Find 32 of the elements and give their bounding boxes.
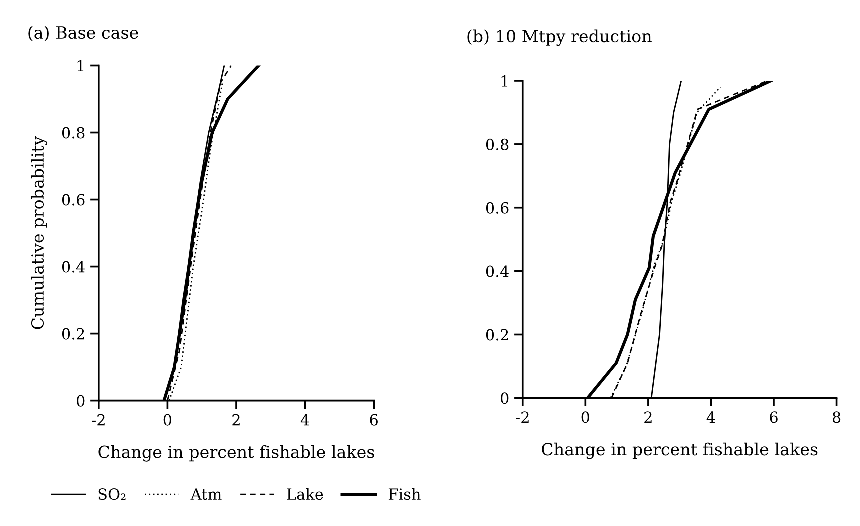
y-tick-label: 1 (502, 75, 508, 87)
y-tick-label: 0.8 (486, 138, 509, 150)
x-tick-label: 2 (644, 412, 652, 423)
y-tick-label: 0.6 (62, 194, 85, 206)
x-tick-label: 6 (770, 412, 778, 424)
y-tick-label: 0 (76, 395, 85, 407)
x-axis-title: Change in percent fishable lakes (542, 442, 818, 460)
y-tick-label: 0.8 (62, 127, 85, 139)
y-tick-label: 0.2 (62, 328, 84, 340)
chart-title: (a) Base case (28, 26, 138, 42)
x-tick-label: 4 (706, 412, 716, 423)
y-tick-label: 0 (500, 392, 509, 404)
x-tick-label: 4 (300, 414, 310, 426)
x-tick-label: 2 (232, 414, 240, 426)
x-tick-label: -2 (92, 414, 105, 426)
y-tick-label: 0.2 (486, 329, 508, 341)
x-tick-label: 8 (832, 412, 841, 424)
legend-label: Fish (388, 488, 421, 500)
chart-title: (b) 10 Mtpy reduction (468, 30, 652, 46)
x-tick-label: 0 (582, 412, 590, 424)
legend-label: Atm (190, 488, 222, 500)
legend-label: SO₂ (98, 488, 126, 500)
x-tick-label: 0 (164, 414, 172, 426)
y-tick-label: 0.4 (62, 261, 85, 273)
y-tick-label: 0.6 (486, 202, 509, 214)
y-tick-label: 0.4 (486, 266, 509, 278)
y-tick-label: 1 (78, 60, 84, 72)
x-tick-label: 6 (370, 414, 378, 426)
legend-label: Lake (287, 488, 324, 500)
y-axis-title: Cumulative probability (31, 136, 48, 330)
x-tick-label: -2 (516, 412, 529, 423)
x-axis-title: Change in percent fishable lakes (98, 445, 374, 462)
